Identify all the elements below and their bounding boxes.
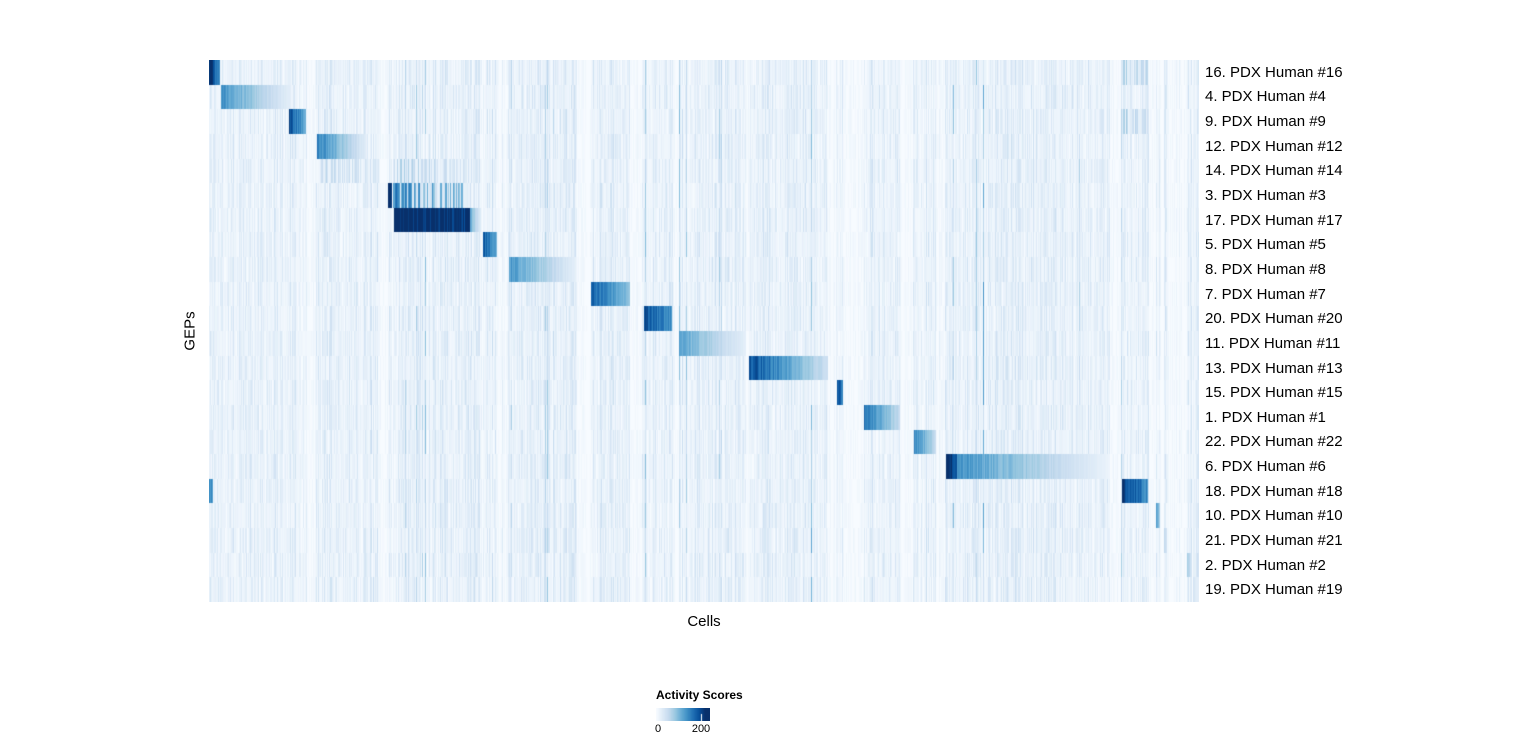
row-label: 3. PDX Human #3 [1205,187,1326,205]
row-label: 7. PDX Human #7 [1205,285,1326,303]
row-label: 8. PDX Human #8 [1205,260,1326,278]
legend: Activity Scores 0 200 [654,688,796,737]
x-axis-label: Cells [687,613,721,630]
heatmap-canvas [209,60,1199,602]
row-label: 14. PDX Human #14 [1205,162,1343,180]
row-label: 21. PDX Human #21 [1205,531,1343,549]
legend-ticks: 0 200 [654,723,711,737]
row-label: 2. PDX Human #2 [1205,556,1326,574]
row-label: 12. PDX Human #12 [1205,137,1343,155]
row-label: 13. PDX Human #13 [1205,359,1343,377]
row-label: 10. PDX Human #10 [1205,507,1343,525]
row-label: 5. PDX Human #5 [1205,236,1326,254]
row-label: 6. PDX Human #6 [1205,458,1326,476]
y-axis-label: GEPs [181,311,199,351]
legend-bar-wrap [656,708,710,721]
row-label: 18. PDX Human #18 [1205,482,1343,500]
legend-tick-min: 0 [654,723,662,735]
legend-colorbar [656,708,710,721]
legend-tick-max: 200 [691,723,711,735]
legend-title: Activity Scores [656,688,743,702]
row-label: 11. PDX Human #11 [1205,334,1341,352]
row-label: 17. PDX Human #17 [1205,211,1343,229]
row-labels: 16. PDX Human #16 4. PDX Human #4 9. PDX H… [1205,60,1343,602]
row-label: 4. PDX Human #4 [1205,88,1326,106]
row-label: 1. PDX Human #1 [1205,408,1326,426]
row-label: 15. PDX Human #15 [1205,384,1343,402]
row-label: 19. PDX Human #19 [1205,581,1343,599]
row-label: 9. PDX Human #9 [1205,113,1326,131]
row-label: 16. PDX Human #16 [1205,63,1343,81]
row-label: 20. PDX Human #20 [1205,310,1343,328]
row-label: 22. PDX Human #22 [1205,433,1343,451]
